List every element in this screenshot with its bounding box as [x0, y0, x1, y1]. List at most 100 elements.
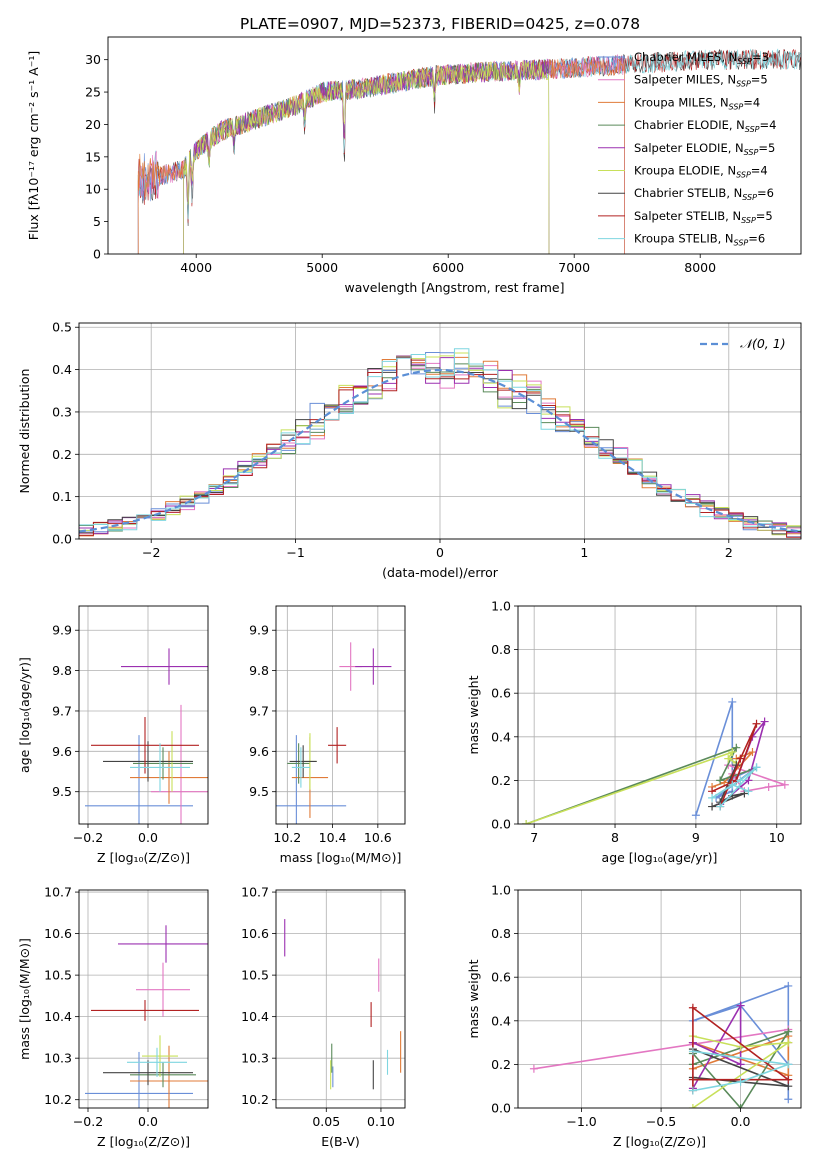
weight-marker-kroupa_elodie	[784, 1038, 793, 1047]
spectrum-line-chabrier_miles	[137, 54, 625, 254]
x-axis-label: mass [log₁₀(M/M⊙)]	[280, 850, 402, 865]
y-axis-label: Normed distribution	[17, 369, 32, 494]
x-tick-label: −0.2	[73, 1114, 103, 1129]
weight-marker-chabrier_elodie	[784, 1027, 793, 1036]
x-axis-label: age [log₁₀(age/yr)]	[602, 850, 718, 865]
y-tick-label: 0.8	[491, 642, 511, 657]
axes-frame	[517, 889, 802, 1109]
x-tick-label: 0.05	[312, 1114, 340, 1129]
legend-entry-salpeter_stelib: Salpeter STELIB, NSSP=5	[634, 209, 773, 225]
x-axis-label: wavelength [Angstrom, rest frame]	[344, 280, 564, 295]
weight-marker-salpeter_miles	[529, 1064, 538, 1073]
y-tick-label: 9.8	[52, 663, 72, 678]
x-tick-label: 7000	[558, 260, 590, 275]
figure-title: PLATE=0907, MJD=52373, FIBERID=0425, z=0…	[240, 15, 640, 33]
y-axis-label: Flux [fλ10⁻¹⁷ erg cm⁻² s⁻¹ A⁻¹]	[26, 51, 41, 240]
axes-frame	[517, 605, 802, 825]
weight-marker-kroupa_stelib	[716, 802, 725, 811]
y-tick-label: 0.2	[491, 773, 511, 788]
weight-line-kroupa_elodie	[525, 750, 737, 824]
x-tick-label: 0.10	[367, 1114, 395, 1129]
weight-marker-kroupa_miles	[748, 748, 757, 757]
legend-entry-chabrier_miles: Chabrier MILES, NSSP=3	[634, 50, 769, 66]
legend-label: Kroupa ELODIE, N	[634, 164, 736, 178]
weight-vs-age-panel: 7 8 9 10 0.0 0.2 0.4 0.6 0.8 1.0 age [log₁₀(age/yr…	[466, 599, 802, 865]
x-tick-label: 10	[769, 830, 785, 845]
y-tick-label: 9.5	[52, 784, 72, 799]
y-tick-label: 9.8	[249, 663, 269, 678]
axes-frame	[78, 889, 209, 1109]
y-tick-label: 15	[85, 149, 101, 164]
y-tick-label: 9.9	[52, 623, 72, 638]
spectrum-line-chabrier_stelib	[137, 49, 801, 254]
x-tick-label: 1	[580, 545, 588, 560]
weight-line-chabrier_elodie	[525, 746, 753, 824]
legend-sub: SSP	[744, 148, 759, 157]
y-tick-label: 10.3	[241, 1051, 269, 1066]
x-tick-label: 0.0	[138, 1114, 158, 1129]
weight-line-salpeter_elodie	[692, 1002, 742, 1089]
weight-marker-salpeter_elodie	[760, 717, 769, 726]
x-axis-label: Z [log₁₀(Z/Z⊙)]	[97, 850, 190, 865]
x-tick-label: −1	[286, 545, 304, 560]
data-layer	[522, 697, 789, 824]
legend-tail: =4	[743, 95, 760, 109]
data-layer	[137, 48, 801, 254]
x-tick-label: −0.2	[73, 830, 103, 845]
weight-marker-kroupa_stelib	[736, 1077, 745, 1086]
weight-marker-chabrier_stelib	[740, 789, 749, 798]
weight-marker-chabrier_elodie	[736, 1104, 745, 1108]
y-tick-label: 10.4	[44, 1009, 72, 1024]
spectrum-line-kroupa_miles	[137, 58, 625, 254]
y-tick-label: 1.0	[491, 883, 511, 898]
mass-vs-metallicity-panel: −0.2 0.0 10.2 10.3 10.4 10.5 10.6 10.7 Z [log₁₀(…	[17, 885, 209, 1149]
legend-sub: SSP	[745, 125, 760, 134]
legend-tail: =6	[757, 186, 774, 200]
weight-marker-kroupa_stelib	[784, 1060, 793, 1069]
x-axis-label: (data-model)/error	[382, 565, 499, 580]
y-tick-label: 0.2	[491, 1057, 511, 1072]
x-tick-label: 0.0	[731, 1114, 751, 1129]
legend-label: Salpeter MILES, N	[634, 73, 736, 87]
legend-sub: SSP	[736, 80, 751, 89]
mass-vs-ebv-panel: 0.05 0.10 10.2 10.3 10.4 10.5 10.6 10.7 E(B-V)	[241, 885, 406, 1149]
weight-marker-salpeter_stelib	[736, 754, 745, 763]
legend-tail: =5	[758, 141, 775, 155]
y-tick-label: 25	[85, 85, 101, 100]
y-tick-label: 0.3	[52, 404, 72, 419]
y-tick-label: 9.7	[52, 703, 72, 718]
x-tick-label: 4000	[180, 260, 212, 275]
legend-entry-salpeter_miles: Salpeter MILES, NSSP=5	[634, 73, 768, 89]
y-tick-label: 0.0	[52, 532, 72, 547]
weight-marker-kroupa_stelib	[688, 1086, 697, 1095]
x-axis-label: Z [log₁₀(Z/Z⊙)]	[97, 1134, 190, 1149]
legend-tail: =6	[748, 232, 765, 246]
weight-marker-kroupa_stelib	[744, 787, 753, 796]
axes-frame	[275, 605, 406, 825]
legend-sub: SSP	[734, 239, 749, 248]
legend-sub: SSP	[729, 102, 744, 111]
weight-marker-chabrier_elodie	[716, 776, 725, 785]
x-tick-label: 8000	[684, 260, 716, 275]
x-tick-label: −1.0	[566, 1114, 596, 1129]
weight-marker-kroupa_stelib	[728, 780, 737, 789]
y-tick-label: 0.4	[52, 362, 72, 377]
legend-tail: =4	[751, 164, 768, 178]
y-tick-label: 0.4	[491, 1013, 511, 1028]
legend-tail: =3	[752, 50, 769, 64]
spectrum-line-salpeter_miles	[137, 53, 625, 254]
y-tick-label: 10.6	[241, 926, 269, 941]
legend-tail: =5	[751, 73, 768, 87]
y-tick-label: 0.1	[52, 489, 72, 504]
x-tick-label: 6000	[432, 260, 464, 275]
weight-marker-salpeter_stelib	[784, 1075, 793, 1084]
y-tick-label: 10.5	[44, 968, 72, 983]
x-tick-label: −2	[142, 545, 160, 560]
data-layer	[276, 642, 392, 824]
x-axis-label: Z [log₁₀(Z/Z⊙)]	[613, 1134, 706, 1149]
legend-label: Salpeter STELIB, N	[634, 209, 741, 223]
data-layer	[79, 348, 801, 538]
y-tick-label: 0.0	[491, 817, 511, 832]
legend-entry-kroupa_stelib: Kroupa STELIB, NSSP=6	[634, 232, 765, 248]
legend-label: Salpeter ELODIE, N	[634, 141, 744, 155]
